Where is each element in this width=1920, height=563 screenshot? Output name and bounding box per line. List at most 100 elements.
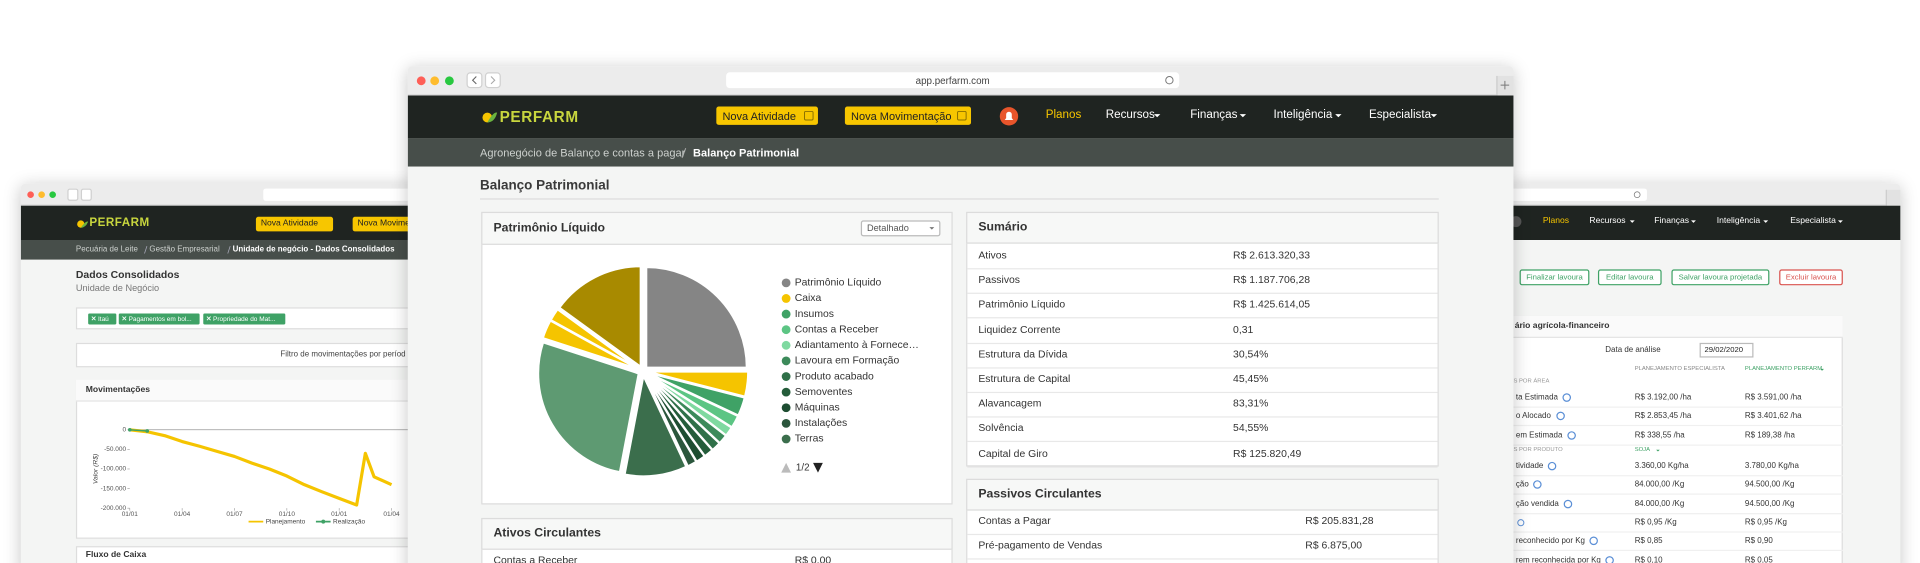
nav-menu-item[interactable]: Finanças	[1654, 216, 1690, 226]
back-button[interactable]	[466, 72, 483, 89]
legend-marker	[321, 519, 326, 524]
action-button[interactable]	[1779, 269, 1843, 286]
date-input[interactable]	[1699, 342, 1754, 358]
caret	[1837, 220, 1843, 223]
info-icon[interactable]	[1605, 555, 1615, 563]
row-label: ta Estimada	[1516, 393, 1572, 402]
row-value: R$ 0,85	[1634, 536, 1663, 546]
nav-menu-item[interactable]: Finanças	[1190, 107, 1238, 122]
nav-menu-item[interactable]: Recursos	[1589, 216, 1626, 226]
forward-button[interactable]	[80, 188, 92, 201]
row-separator	[967, 367, 1438, 369]
nav-button[interactable]	[255, 216, 334, 232]
legend-label: Insumos	[795, 309, 834, 320]
card-header	[966, 478, 1439, 511]
tag[interactable]	[118, 313, 200, 325]
breadcrumb-item: Balanço Patrimonial	[693, 146, 800, 159]
action-button-label[interactable]: Excluir lavoura	[1785, 272, 1837, 282]
breadcrumb-separator	[227, 246, 231, 254]
breadcrumb-item[interactable]: Gestão Empresarial	[149, 245, 220, 254]
nav-menu-item[interactable]: Inteligência	[1273, 107, 1333, 122]
action-button[interactable]	[1519, 269, 1590, 286]
legend-label: Contas a Receber	[795, 324, 879, 335]
y-tick-label: -50.000	[104, 446, 126, 453]
breadcrumb-item[interactable]: Unidade de negócio - Dados Consolidados	[232, 245, 395, 254]
new-tab[interactable]	[1885, 189, 1901, 206]
info-icon[interactable]	[1555, 411, 1565, 421]
action-button-label[interactable]: Finalizar lavoura	[1526, 272, 1583, 282]
view-select-value[interactable]: Detalhado	[866, 221, 909, 233]
action-button-label[interactable]: Editar lavoura	[1606, 272, 1654, 282]
product-selector[interactable]: SOJA	[1634, 447, 1651, 454]
back-button[interactable]	[67, 188, 79, 201]
nav-menu-item[interactable]: Especialista	[1368, 107, 1432, 122]
pie-slice	[549, 308, 640, 370]
line-point	[127, 427, 132, 432]
x-tick-label: 01/04	[174, 511, 191, 518]
line-point	[145, 429, 150, 433]
info-icon[interactable]	[1562, 393, 1572, 402]
tag-label[interactable]: Pagamentos em bol...	[128, 315, 192, 323]
row-label: o Alocado	[1516, 411, 1565, 421]
nav-button-label[interactable]: Nova Movimentação	[851, 109, 952, 122]
caret	[1763, 220, 1769, 223]
row-label: Estrutura de Capital	[978, 372, 1071, 385]
nav-menu-item[interactable]: Recursos	[1105, 107, 1155, 122]
action-button-label[interactable]: Salvar lavoura projetada	[1678, 272, 1763, 282]
nav-button-label[interactable]: Nova Movime	[357, 219, 410, 228]
legend-label: Caixa	[795, 293, 822, 304]
row-separator	[967, 268, 1438, 270]
info-icon[interactable]	[1563, 499, 1573, 508]
breadcrumb-separator	[144, 246, 148, 254]
view-select[interactable]	[860, 220, 941, 237]
url-bar[interactable]	[726, 72, 1180, 89]
nav-button[interactable]	[844, 106, 972, 125]
date-value[interactable]: 29/02/2020	[1704, 345, 1744, 355]
tag[interactable]	[203, 313, 286, 325]
tag-label[interactable]: Propriedade do Mat...	[213, 315, 276, 323]
breadcrumb-item[interactable]: Agronegócio de Balanço e contas a pagar	[480, 146, 686, 159]
row-value: R$ 205.831,28	[1305, 514, 1374, 527]
summary-card	[966, 211, 1439, 467]
nav-button[interactable]	[352, 216, 423, 232]
y-tick-label: -100.000	[101, 466, 127, 473]
breadcrumb-item[interactable]: Pecuária de Leite	[75, 245, 138, 254]
y-tick-label: 0	[123, 427, 127, 434]
y-tick-label: -200.000	[101, 505, 127, 512]
legend-label: Realização	[333, 518, 365, 525]
caret	[1153, 114, 1161, 118]
tag-label[interactable]: Itaú	[97, 315, 109, 323]
action-button[interactable]	[1671, 269, 1770, 286]
nav-menu-item[interactable]: Planos	[1045, 107, 1082, 122]
row-label: ção vendida	[1516, 499, 1573, 508]
nav-button[interactable]	[716, 106, 818, 125]
info-icon[interactable]	[1567, 430, 1576, 440]
nav-menu-item[interactable]: Inteligência	[1716, 216, 1761, 226]
info-icon[interactable]	[1533, 480, 1543, 490]
card-title: Sumário	[978, 220, 1028, 235]
legend-page-prev	[781, 462, 792, 473]
nav-button-label[interactable]: Nova Atividade	[722, 109, 796, 122]
window-control	[38, 191, 45, 199]
caret	[1629, 220, 1635, 223]
info-icon[interactable]	[1548, 461, 1557, 471]
forward-button[interactable]	[484, 72, 501, 89]
nav-menu-item[interactable]: Especialista	[1790, 216, 1836, 226]
card-title: Ativos Circulantes	[493, 526, 601, 541]
nav-button-label[interactable]: Nova Atividade	[260, 219, 319, 228]
row-value: R$ 0,90	[1744, 536, 1773, 546]
window-control	[430, 76, 440, 86]
action-button[interactable]	[1597, 269, 1662, 286]
nav-menu-item[interactable]: Planos	[1542, 216, 1570, 226]
row-separator	[967, 533, 1438, 536]
legend-label: Adiantamento à Fornece…	[795, 340, 919, 351]
row-value: R$ 3.591,00 /ha	[1744, 393, 1802, 402]
brand: PERFARM	[499, 108, 579, 126]
row-value: 30,54%	[1233, 347, 1269, 360]
card-title: Movimentações	[85, 385, 151, 395]
caret	[1335, 114, 1342, 118]
caret	[929, 227, 935, 230]
breadcrumb-bar	[407, 138, 1514, 167]
info-icon[interactable]	[1589, 536, 1599, 546]
tag[interactable]	[88, 313, 117, 325]
